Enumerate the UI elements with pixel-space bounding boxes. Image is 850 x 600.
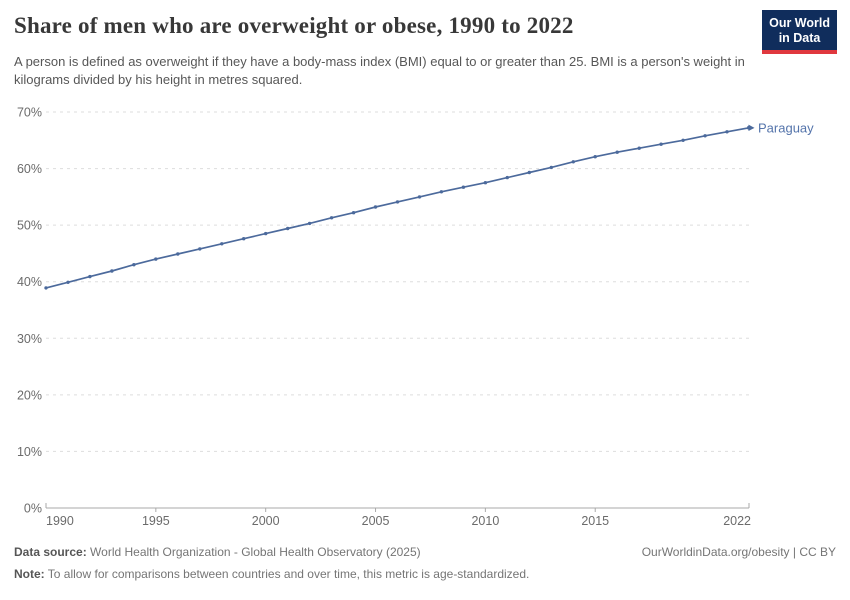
y-tick-label: 0% [24,502,42,516]
x-tick-label: 2005 [362,514,390,528]
data-source-line: Data source: World Health Organization -… [14,545,421,561]
rights-link[interactable]: OurWorldinData.org/obesity | CC BY [641,545,836,559]
data-point [725,130,729,134]
data-point [395,200,400,204]
data-point [703,134,707,138]
owid-logo-line2: in Data [778,30,821,45]
y-tick-label: 60% [17,162,42,176]
note-line: Note: To allow for comparisons between c… [14,567,529,583]
data-point [44,286,48,290]
data-point [615,150,619,154]
chart-subtitle: A person is defined as overweight if the… [14,54,745,87]
data-point [286,226,290,231]
data-point [681,138,685,142]
data-point [88,274,92,279]
data-point [220,242,224,246]
data-point [329,216,334,220]
data-point [307,221,312,226]
note-label: Note: [14,566,45,581]
data-point [154,257,158,261]
owid-logo[interactable]: Our World in Data [762,10,837,54]
x-tick-label: 2015 [581,514,609,528]
data-point [439,190,444,194]
data-point [417,195,422,199]
data-point [549,165,553,170]
y-tick-label: 20% [17,388,42,402]
y-tick-label: 70% [17,106,42,120]
data-point [110,269,114,273]
data-point [571,160,575,164]
line-end-arrow [748,124,755,132]
line-chart-svg: 0% 10% 20% 30% 40% 50% 60% 70% 1990 1995 2000 2005 2… [17,106,814,529]
x-tick-label: 1990 [46,514,74,528]
data-point [483,181,488,185]
data-point [593,155,597,159]
x-tick-label: 2010 [471,514,499,528]
y-tick-label: 50% [17,219,42,233]
data-point [242,237,246,241]
data-point [351,211,356,215]
data-point [264,231,268,236]
x-tick-label: 2022 [723,514,751,528]
data-point [373,205,378,209]
page-title: Share of men who are overweight or obese… [14,13,574,38]
owid-logo-line1: Our World [769,16,830,30]
data-point [637,146,641,150]
data-source-label: Data source: [14,545,87,559]
series-label-paraguay[interactable]: Paraguay [758,120,814,135]
line-chart-area: 0% 10% 20% 30% 40% 50% 60% 70% 1990 1995 2000 2005 2… [0,95,850,545]
data-point [505,175,509,180]
data-point [132,263,136,267]
data-point [66,280,70,284]
note-value: To allow for comparisons between countri… [47,566,530,581]
chart-footer: Data source: World Health Organization -… [14,545,836,582]
line-series-paraguay [45,126,750,289]
data-point [659,142,663,146]
data-point [527,170,531,175]
data-source-value: World Health Organization - Global Healt… [90,545,421,559]
data-point [461,185,466,189]
y-tick-label: 40% [17,275,42,289]
x-tick-label: 1995 [142,514,170,528]
y-tick-label: 30% [17,332,42,346]
data-point [176,252,180,256]
x-tick-label: 2000 [252,514,280,528]
y-tick-label: 10% [17,445,42,459]
data-point [198,247,202,251]
